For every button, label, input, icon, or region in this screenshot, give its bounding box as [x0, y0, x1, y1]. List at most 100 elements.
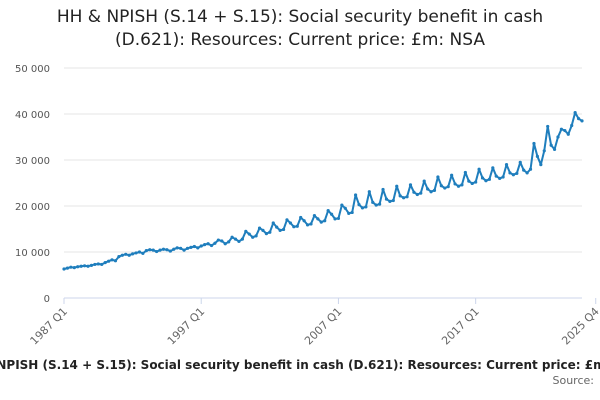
data-point[interactable] [484, 179, 488, 183]
data-point[interactable] [227, 240, 231, 244]
data-point[interactable] [436, 175, 440, 179]
data-point[interactable] [196, 246, 200, 250]
data-point[interactable] [247, 232, 251, 236]
data-point[interactable] [185, 246, 190, 250]
data-point[interactable] [508, 171, 512, 175]
data-point[interactable] [103, 260, 107, 265]
data-point[interactable] [395, 184, 399, 188]
data-point[interactable] [233, 237, 238, 241]
data-point[interactable] [405, 195, 409, 199]
data-point[interactable] [292, 225, 296, 229]
data-point[interactable] [426, 187, 430, 191]
data-point[interactable] [336, 216, 341, 221]
data-point[interactable] [254, 234, 258, 238]
data-point[interactable] [535, 154, 540, 158]
data-point[interactable] [96, 262, 100, 266]
data-point[interactable] [309, 222, 313, 226]
data-point[interactable] [480, 176, 485, 180]
data-point[interactable] [477, 167, 481, 171]
data-point[interactable] [343, 206, 347, 210]
data-point[interactable] [515, 171, 519, 175]
data-point[interactable] [134, 251, 138, 255]
data-point[interactable] [525, 171, 529, 175]
data-point[interactable] [580, 119, 584, 123]
data-point[interactable] [340, 203, 344, 207]
data-point[interactable] [353, 193, 358, 197]
data-point[interactable] [127, 253, 131, 257]
data-point[interactable] [419, 191, 423, 195]
data-point[interactable] [62, 267, 66, 271]
data-point[interactable] [209, 243, 214, 248]
data-point[interactable] [237, 239, 241, 244]
data-point[interactable] [69, 265, 73, 269]
data-point[interactable] [302, 219, 306, 223]
data-point[interactable] [446, 185, 450, 189]
data-point[interactable] [295, 224, 299, 228]
data-point[interactable] [319, 220, 323, 224]
data-point[interactable] [429, 190, 433, 194]
data-point[interactable] [124, 252, 128, 256]
data-point[interactable] [329, 212, 334, 216]
data-point[interactable] [206, 242, 210, 246]
data-point[interactable] [230, 235, 234, 239]
data-point[interactable] [172, 247, 176, 251]
data-point[interactable] [576, 117, 581, 121]
data-point[interactable] [326, 209, 330, 213]
data-point[interactable] [189, 245, 193, 249]
data-point[interactable] [511, 173, 515, 177]
data-point[interactable] [357, 203, 361, 207]
data-point[interactable] [532, 141, 536, 146]
data-point[interactable] [192, 244, 196, 249]
data-point[interactable] [268, 230, 272, 234]
data-point[interactable] [137, 250, 142, 254]
data-point[interactable] [131, 252, 135, 256]
data-point[interactable] [456, 184, 461, 188]
data-point[interactable] [148, 248, 152, 252]
data-point[interactable] [573, 111, 577, 115]
data-point[interactable] [384, 197, 389, 201]
data-point[interactable] [278, 228, 282, 232]
data-point[interactable] [86, 264, 90, 268]
data-point[interactable] [144, 249, 148, 253]
data-point[interactable] [570, 123, 574, 128]
data-point[interactable] [374, 203, 378, 207]
data-point[interactable] [494, 174, 498, 178]
data-point[interactable] [367, 190, 371, 194]
data-point[interactable] [474, 180, 478, 184]
data-point[interactable] [556, 135, 560, 139]
data-point[interactable] [463, 170, 467, 175]
data-point[interactable] [79, 264, 83, 268]
data-point[interactable] [371, 200, 375, 204]
data-point[interactable] [244, 229, 248, 233]
data-point[interactable] [422, 179, 426, 183]
data-point[interactable] [398, 194, 402, 198]
data-point[interactable] [487, 177, 491, 181]
data-point[interactable] [199, 244, 203, 248]
data-point[interactable] [271, 221, 275, 225]
data-point[interactable] [501, 175, 505, 179]
data-point[interactable] [453, 182, 457, 186]
data-point[interactable] [312, 214, 317, 218]
data-point[interactable] [542, 149, 546, 153]
data-point[interactable] [333, 217, 337, 221]
data-point[interactable] [305, 223, 310, 227]
data-point[interactable] [563, 128, 567, 133]
data-point[interactable] [182, 248, 186, 252]
data-point[interactable] [539, 163, 543, 167]
data-point[interactable] [213, 241, 217, 245]
data-point[interactable] [261, 228, 265, 232]
data-point[interactable] [498, 176, 502, 180]
data-point[interactable] [240, 237, 244, 241]
data-point[interactable] [120, 253, 124, 257]
data-point[interactable] [412, 190, 416, 194]
data-point[interactable] [179, 246, 183, 250]
data-point[interactable] [251, 235, 255, 239]
data-point[interactable] [281, 227, 286, 232]
data-point[interactable] [158, 248, 162, 252]
data-point[interactable] [470, 181, 474, 186]
data-point[interactable] [323, 219, 327, 223]
data-point[interactable] [275, 225, 279, 229]
data-point[interactable] [72, 266, 76, 270]
data-point[interactable] [151, 248, 155, 252]
data-point[interactable] [439, 184, 443, 188]
